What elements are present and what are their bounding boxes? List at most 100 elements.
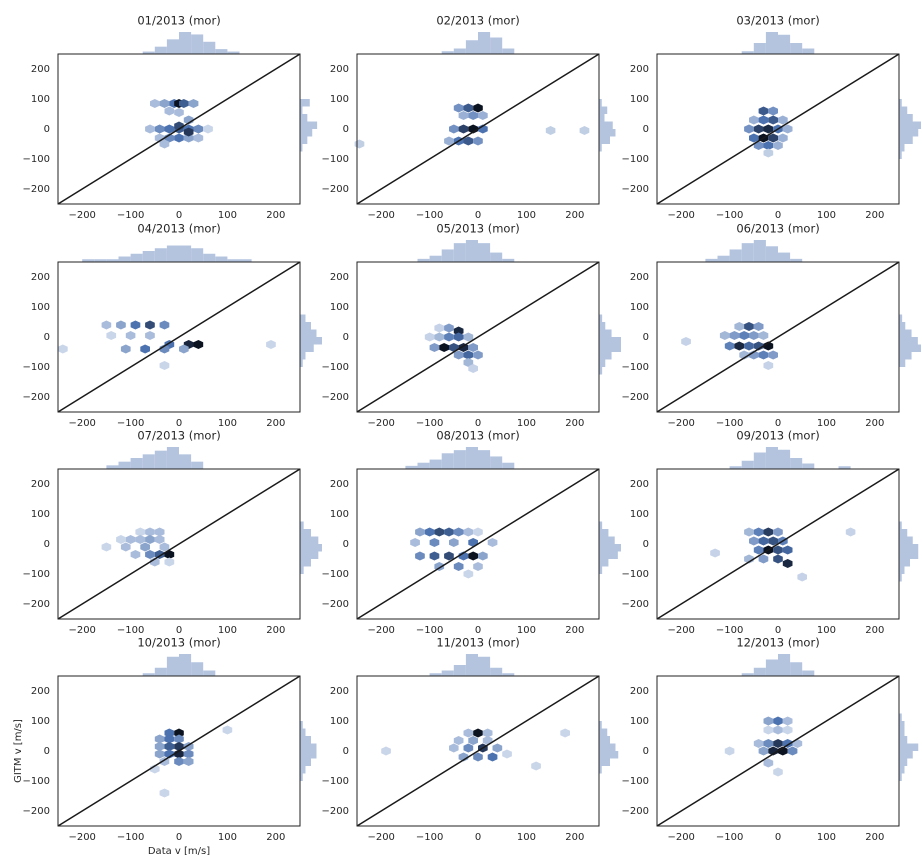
y-tick-label: −100 xyxy=(622,776,649,787)
x-tick-label: 0 xyxy=(475,625,481,636)
x-tick-label: 200 xyxy=(865,625,884,636)
hex-cell xyxy=(468,364,478,373)
x-tick-label: −100 xyxy=(117,625,144,636)
y-hist-bar xyxy=(599,329,612,337)
hex-cell xyxy=(482,728,493,738)
y-hist-bar xyxy=(599,352,612,360)
x-hist-bar xyxy=(465,447,478,469)
x-hist-bar xyxy=(490,252,503,262)
axes-frame xyxy=(356,675,600,827)
y-tick-label: 0 xyxy=(44,332,50,343)
y-tick-label: 0 xyxy=(44,746,50,757)
hex-cell xyxy=(478,111,488,120)
hex-cell xyxy=(453,332,464,342)
y-tick-label: −200 xyxy=(322,392,349,403)
hex-cell xyxy=(560,728,570,738)
hex-cell xyxy=(773,725,783,735)
y-hist-bar xyxy=(899,559,910,567)
y-tick-label: 200 xyxy=(31,272,50,283)
hex-cell xyxy=(159,542,170,552)
y-hist-bar xyxy=(899,521,902,529)
hex-cell xyxy=(753,124,764,134)
hex-cell xyxy=(120,344,131,354)
hex-cell xyxy=(463,103,474,113)
hex-cell xyxy=(125,331,136,340)
hex-cell xyxy=(468,111,478,120)
hex-cell xyxy=(773,545,783,555)
axes-frame xyxy=(356,53,600,205)
hex-cell xyxy=(758,106,769,116)
hex-cell xyxy=(164,124,175,134)
x-hist-bar xyxy=(765,447,778,469)
hex-cell xyxy=(174,734,184,744)
y-hist-bar xyxy=(899,544,919,552)
x-hist-bar xyxy=(453,243,466,262)
y-hist-bar xyxy=(599,136,610,144)
hex-cell xyxy=(545,126,556,135)
x-tick-label: −200 xyxy=(367,210,394,221)
hex-cell xyxy=(453,527,464,537)
x-tick-label: 200 xyxy=(865,210,884,221)
x-hist-bar xyxy=(215,256,228,262)
y-hist-bar xyxy=(300,566,304,574)
hex-cell xyxy=(415,527,425,537)
hex-cell xyxy=(768,350,778,360)
y-tick-label: −100 xyxy=(322,776,349,787)
x-hist-bar xyxy=(705,258,718,262)
y-hist-bar xyxy=(599,536,615,544)
y-hist-bar xyxy=(599,337,621,345)
hex-cell xyxy=(758,554,769,564)
hex-cell xyxy=(763,758,774,768)
x-hist-bar xyxy=(778,654,791,676)
x-hist-bar xyxy=(490,667,503,676)
x-hist-bar xyxy=(417,462,430,469)
y-hist-bar xyxy=(899,136,913,144)
hex-cell xyxy=(782,124,793,134)
x-hist-bar xyxy=(478,450,491,469)
y-tick-label: 200 xyxy=(630,64,649,75)
x-hist-bar xyxy=(130,458,143,469)
axes-frame xyxy=(656,468,900,620)
y-tick-label: 200 xyxy=(330,479,349,490)
hex-cell xyxy=(492,743,503,753)
hex-cell xyxy=(449,743,459,753)
y-hist-bar xyxy=(599,99,602,107)
x-hist-bar xyxy=(465,240,478,262)
y-tick-label: 100 xyxy=(31,94,50,105)
y-hist-bar xyxy=(599,121,613,129)
y-tick-label: −100 xyxy=(622,154,649,165)
y-tick-label: −100 xyxy=(322,154,349,165)
y-hist-bar xyxy=(300,314,306,322)
x-hist-bar xyxy=(203,253,216,262)
hex-cell xyxy=(773,141,783,150)
x-hist-bar xyxy=(778,449,791,469)
hex-cell xyxy=(710,548,720,558)
y-tick-label: 100 xyxy=(330,94,349,105)
hex-cell xyxy=(463,332,474,342)
y-hist-bar xyxy=(899,566,905,574)
hex-cell xyxy=(145,331,155,340)
x-hist-bar xyxy=(227,259,240,262)
y-hist-bar xyxy=(599,367,603,375)
y-hist-bar xyxy=(300,766,306,774)
x-tick-label: 0 xyxy=(475,418,481,429)
x-tick-label: 100 xyxy=(517,210,536,221)
hex-cell xyxy=(120,542,131,552)
y-hist-bar xyxy=(599,114,605,122)
hex-cell xyxy=(154,734,165,744)
x-tick-label: −100 xyxy=(416,625,443,636)
y-hist-bar xyxy=(300,136,308,144)
hex-cell xyxy=(778,133,788,143)
hex-cell xyxy=(444,136,454,146)
x-hist-bar xyxy=(405,465,418,469)
x-tick-label: 0 xyxy=(176,832,182,843)
x-hist-bar xyxy=(478,656,491,676)
x-tick-label: 200 xyxy=(266,625,285,636)
x-hist-bar xyxy=(441,51,454,54)
y-axis-label: GITM v [m/s] xyxy=(13,719,24,783)
hex-cell xyxy=(193,340,204,349)
x-hist-bar xyxy=(191,34,204,54)
y-hist-bar xyxy=(899,721,905,729)
hex-cell xyxy=(159,788,170,798)
